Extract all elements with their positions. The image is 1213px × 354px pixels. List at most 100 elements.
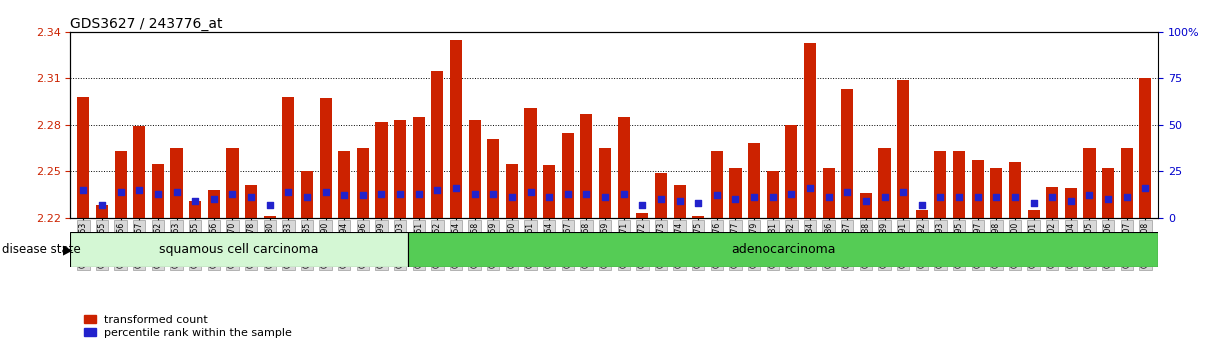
Text: GDS3627 / 243776_at: GDS3627 / 243776_at: [70, 17, 223, 31]
Bar: [450, 40, 462, 218]
Point: [74, 187, 93, 193]
Bar: [580, 114, 592, 218]
Point: [297, 194, 317, 200]
Point: [707, 193, 727, 198]
Point: [446, 185, 466, 191]
Point: [837, 189, 856, 195]
Bar: [376, 122, 387, 218]
Point: [391, 191, 410, 196]
Bar: [133, 126, 146, 218]
Bar: [729, 168, 741, 218]
Point: [968, 194, 987, 200]
Bar: [283, 97, 295, 218]
Bar: [637, 213, 649, 218]
Bar: [822, 168, 835, 218]
Bar: [412, 117, 425, 218]
Bar: [1103, 168, 1115, 218]
Point: [875, 194, 894, 200]
Bar: [898, 80, 910, 218]
Bar: [1027, 210, 1040, 218]
Text: adenocarcinoma: adenocarcinoma: [731, 243, 836, 256]
Point: [1080, 193, 1099, 198]
Bar: [432, 70, 444, 218]
Text: squamous cell carcinoma: squamous cell carcinoma: [159, 243, 319, 256]
Point: [130, 187, 149, 193]
Text: ▶: ▶: [63, 243, 73, 256]
Point: [801, 185, 820, 191]
Bar: [599, 148, 611, 218]
Point: [950, 194, 969, 200]
Point: [912, 202, 932, 207]
Point: [1135, 185, 1155, 191]
Bar: [524, 108, 536, 218]
Bar: [767, 171, 779, 218]
Bar: [488, 139, 500, 218]
Bar: [70, 232, 408, 267]
Bar: [171, 148, 183, 218]
Point: [520, 189, 540, 195]
Point: [1117, 194, 1137, 200]
Point: [465, 191, 484, 196]
Bar: [842, 89, 853, 218]
Bar: [804, 43, 816, 218]
Point: [204, 196, 223, 202]
Bar: [1139, 78, 1151, 218]
Bar: [114, 151, 126, 218]
Bar: [301, 171, 313, 218]
Point: [986, 194, 1006, 200]
Bar: [468, 120, 480, 218]
Point: [596, 194, 615, 200]
Bar: [506, 164, 518, 218]
Point: [409, 191, 428, 196]
Bar: [878, 148, 890, 218]
Point: [372, 191, 392, 196]
Point: [315, 189, 335, 195]
Bar: [934, 151, 946, 218]
Point: [614, 191, 633, 196]
Bar: [189, 201, 201, 218]
Point: [558, 191, 577, 196]
Point: [819, 194, 838, 200]
Point: [167, 189, 187, 195]
Point: [1042, 194, 1061, 200]
Point: [540, 194, 559, 200]
Bar: [338, 151, 351, 218]
Bar: [1121, 148, 1133, 218]
Point: [1006, 194, 1025, 200]
Point: [670, 198, 689, 204]
Point: [689, 200, 708, 206]
Bar: [394, 120, 406, 218]
Bar: [408, 232, 1158, 267]
Bar: [1009, 162, 1021, 218]
Point: [92, 202, 112, 207]
Bar: [972, 160, 984, 218]
Point: [186, 198, 205, 204]
Point: [279, 189, 298, 195]
Bar: [96, 205, 108, 218]
Point: [260, 202, 279, 207]
Bar: [1065, 188, 1077, 218]
Bar: [693, 216, 705, 218]
Point: [148, 191, 167, 196]
Point: [781, 191, 801, 196]
Point: [1024, 200, 1043, 206]
Legend: transformed count, percentile rank within the sample: transformed count, percentile rank withi…: [85, 315, 292, 338]
Bar: [953, 151, 966, 218]
Bar: [990, 168, 1002, 218]
Bar: [655, 173, 667, 218]
Point: [502, 194, 522, 200]
Bar: [227, 148, 239, 218]
Point: [930, 194, 950, 200]
Point: [651, 196, 671, 202]
Bar: [78, 97, 90, 218]
Point: [484, 191, 503, 196]
Bar: [1046, 187, 1058, 218]
Point: [223, 191, 243, 196]
Bar: [357, 148, 369, 218]
Bar: [543, 165, 556, 218]
Bar: [916, 210, 928, 218]
Point: [745, 194, 764, 200]
Point: [633, 202, 653, 207]
Point: [725, 196, 745, 202]
Point: [241, 194, 261, 200]
